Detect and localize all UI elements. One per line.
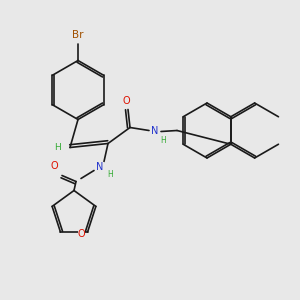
Text: H: H (160, 136, 166, 145)
Text: N: N (151, 127, 159, 136)
Text: O: O (78, 229, 85, 239)
Text: O: O (50, 161, 58, 172)
Text: H: H (107, 170, 113, 179)
Text: Br: Br (72, 31, 84, 40)
Text: H: H (54, 143, 60, 152)
Text: O: O (122, 97, 130, 106)
Text: N: N (96, 163, 104, 172)
